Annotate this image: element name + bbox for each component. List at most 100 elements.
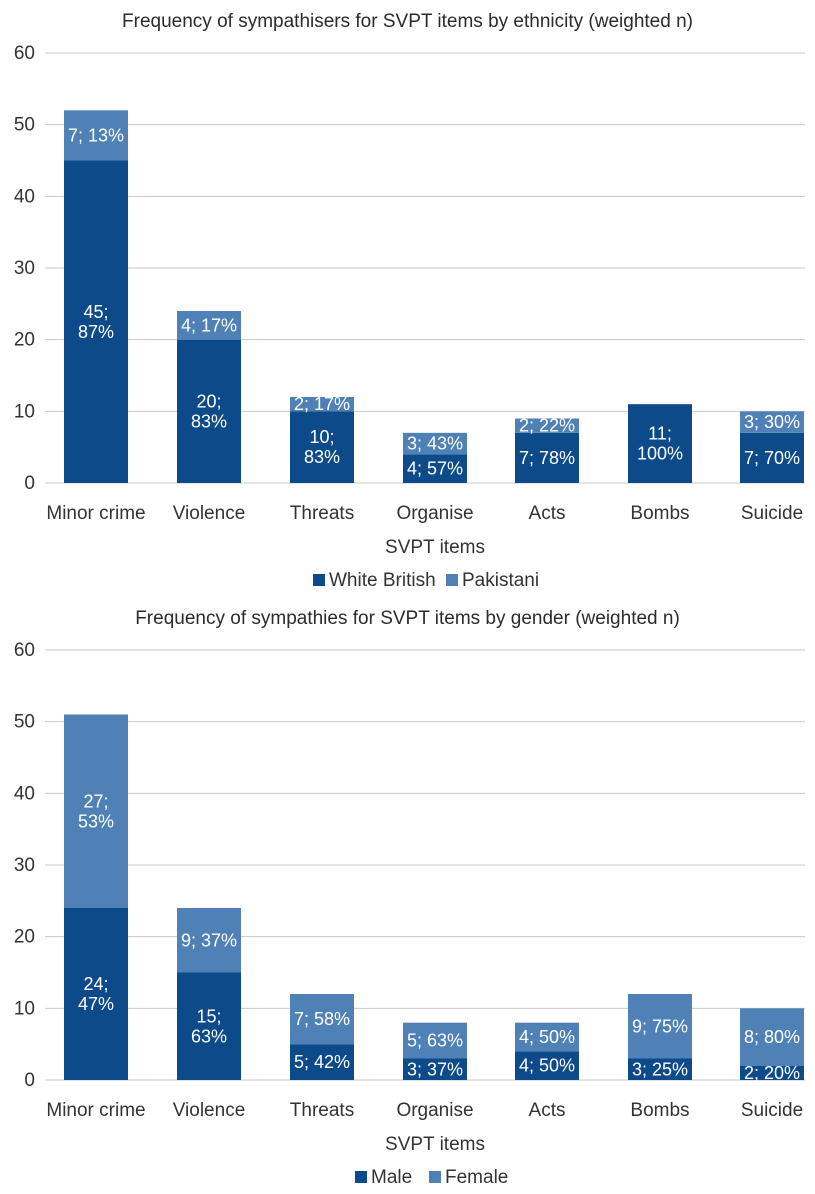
data-label: 4; 57% bbox=[407, 459, 463, 479]
bar-segment-male bbox=[628, 1058, 692, 1080]
gender-chart: Frequency of sympathies for SVPT items b… bbox=[14, 608, 805, 1188]
x-tick-label: Acts bbox=[529, 1100, 566, 1121]
x-tick-label: Threats bbox=[290, 1100, 354, 1121]
data-label: 3; 30% bbox=[744, 412, 800, 432]
legend-label: Female bbox=[445, 1167, 508, 1188]
x-tick-label: Bombs bbox=[630, 503, 689, 524]
bar-segment-female bbox=[177, 908, 241, 973]
data-label: 53% bbox=[78, 811, 114, 831]
bar-segment-pakistani bbox=[290, 397, 354, 412]
bar-segment-white-british bbox=[740, 432, 804, 483]
y-tick-label: 20 bbox=[14, 330, 35, 351]
data-label: 2; 20% bbox=[744, 1063, 800, 1083]
bar-segment-white-british bbox=[64, 160, 128, 483]
data-label: 83% bbox=[191, 411, 227, 431]
bar-segment-pakistani bbox=[403, 432, 467, 455]
bar-segment-female bbox=[64, 714, 128, 908]
bar-segment-male bbox=[740, 1065, 804, 1080]
chart-title: Frequency of sympathisers for SVPT items… bbox=[122, 11, 693, 32]
y-tick-label: 40 bbox=[14, 783, 35, 804]
legend-swatch bbox=[429, 1171, 441, 1183]
x-tick-label: Suicide bbox=[741, 1100, 803, 1121]
data-label: 2; 22% bbox=[519, 416, 575, 436]
data-label: 10; bbox=[309, 427, 334, 447]
x-tick-label: Minor crime bbox=[46, 1100, 145, 1121]
y-tick-label: 60 bbox=[14, 43, 35, 64]
x-tick-label: Violence bbox=[173, 1100, 246, 1121]
bar-segment-white-british bbox=[515, 432, 579, 483]
data-label: 7; 58% bbox=[294, 1009, 350, 1029]
bar-segment-female bbox=[403, 1022, 467, 1059]
bar-segment-white-british bbox=[403, 454, 467, 483]
data-label: 9; 37% bbox=[181, 930, 237, 950]
data-label: 5; 42% bbox=[294, 1052, 350, 1072]
data-label: 27; bbox=[83, 791, 108, 811]
bar-segment-male bbox=[515, 1051, 579, 1080]
bar-segment-white-british bbox=[628, 404, 692, 483]
data-label: 9; 75% bbox=[632, 1016, 688, 1036]
y-tick-label: 50 bbox=[14, 115, 35, 136]
legend-label: White British bbox=[329, 570, 436, 591]
bar-segment-pakistani bbox=[64, 110, 128, 161]
data-label: 3; 43% bbox=[407, 434, 463, 454]
data-label: 63% bbox=[191, 1026, 227, 1046]
x-tick-label: Acts bbox=[529, 503, 566, 524]
data-label: 11; bbox=[648, 424, 672, 444]
bar-segment-white-british bbox=[290, 411, 354, 483]
data-label: 45; bbox=[83, 302, 108, 322]
x-axis-label: SVPT items bbox=[385, 537, 485, 558]
legend-swatch bbox=[446, 574, 458, 586]
bar-segment-white-british bbox=[177, 339, 241, 483]
bar-segment-male bbox=[290, 1044, 354, 1080]
y-tick-label: 40 bbox=[14, 186, 35, 207]
data-label: 7; 70% bbox=[744, 448, 800, 468]
legend-label: Pakistani bbox=[462, 570, 539, 591]
data-label: 20; bbox=[196, 391, 221, 411]
data-label: 3; 37% bbox=[407, 1059, 463, 1079]
x-tick-label: Suicide bbox=[741, 503, 803, 524]
data-label: 4; 50% bbox=[519, 1027, 575, 1047]
data-label: 7; 13% bbox=[68, 125, 124, 145]
chart-title: Frequency of sympathies for SVPT items b… bbox=[135, 608, 680, 629]
y-tick-label: 50 bbox=[14, 712, 35, 733]
data-label: 7; 78% bbox=[519, 448, 575, 468]
y-tick-label: 0 bbox=[24, 1070, 35, 1091]
data-label: 3; 25% bbox=[632, 1059, 688, 1079]
y-tick-label: 10 bbox=[14, 401, 35, 422]
bar-segment-pakistani bbox=[177, 311, 241, 340]
bar-segment-pakistani bbox=[740, 411, 804, 433]
data-label: 15; bbox=[196, 1006, 221, 1026]
data-label: 5; 63% bbox=[407, 1031, 463, 1051]
x-axis-label: SVPT items bbox=[385, 1134, 485, 1155]
data-label: 2; 17% bbox=[294, 394, 350, 414]
y-tick-label: 0 bbox=[24, 473, 35, 494]
bar-segment-female bbox=[515, 1022, 579, 1052]
ethnicity-chart: Frequency of sympathisers for SVPT items… bbox=[14, 11, 805, 591]
bar-segment-female bbox=[290, 994, 354, 1045]
x-tick-label: Minor crime bbox=[46, 503, 145, 524]
data-label: 100% bbox=[637, 444, 683, 464]
bar-segment-pakistani bbox=[515, 418, 579, 433]
x-tick-label: Organise bbox=[396, 1100, 473, 1121]
x-tick-label: Bombs bbox=[630, 1100, 689, 1121]
bar-segment-male bbox=[177, 972, 241, 1080]
y-tick-label: 60 bbox=[14, 640, 35, 661]
data-label: 47% bbox=[78, 994, 114, 1014]
y-tick-label: 30 bbox=[14, 855, 35, 876]
x-tick-label: Violence bbox=[173, 503, 246, 524]
y-tick-label: 10 bbox=[14, 998, 35, 1019]
data-label: 4; 50% bbox=[519, 1056, 575, 1076]
legend-swatch bbox=[313, 574, 325, 586]
x-tick-label: Threats bbox=[290, 503, 354, 524]
bar-segment-female bbox=[740, 1008, 804, 1066]
data-label: 4; 17% bbox=[181, 315, 237, 335]
legend-label: Male bbox=[371, 1167, 412, 1188]
legend-swatch bbox=[355, 1171, 367, 1183]
bar-segment-female bbox=[628, 994, 692, 1059]
y-tick-label: 20 bbox=[14, 927, 35, 948]
data-label: 8; 80% bbox=[744, 1027, 800, 1047]
bar-segment-male bbox=[403, 1058, 467, 1080]
data-label: 83% bbox=[304, 447, 340, 467]
bar-segment-male bbox=[64, 908, 128, 1080]
